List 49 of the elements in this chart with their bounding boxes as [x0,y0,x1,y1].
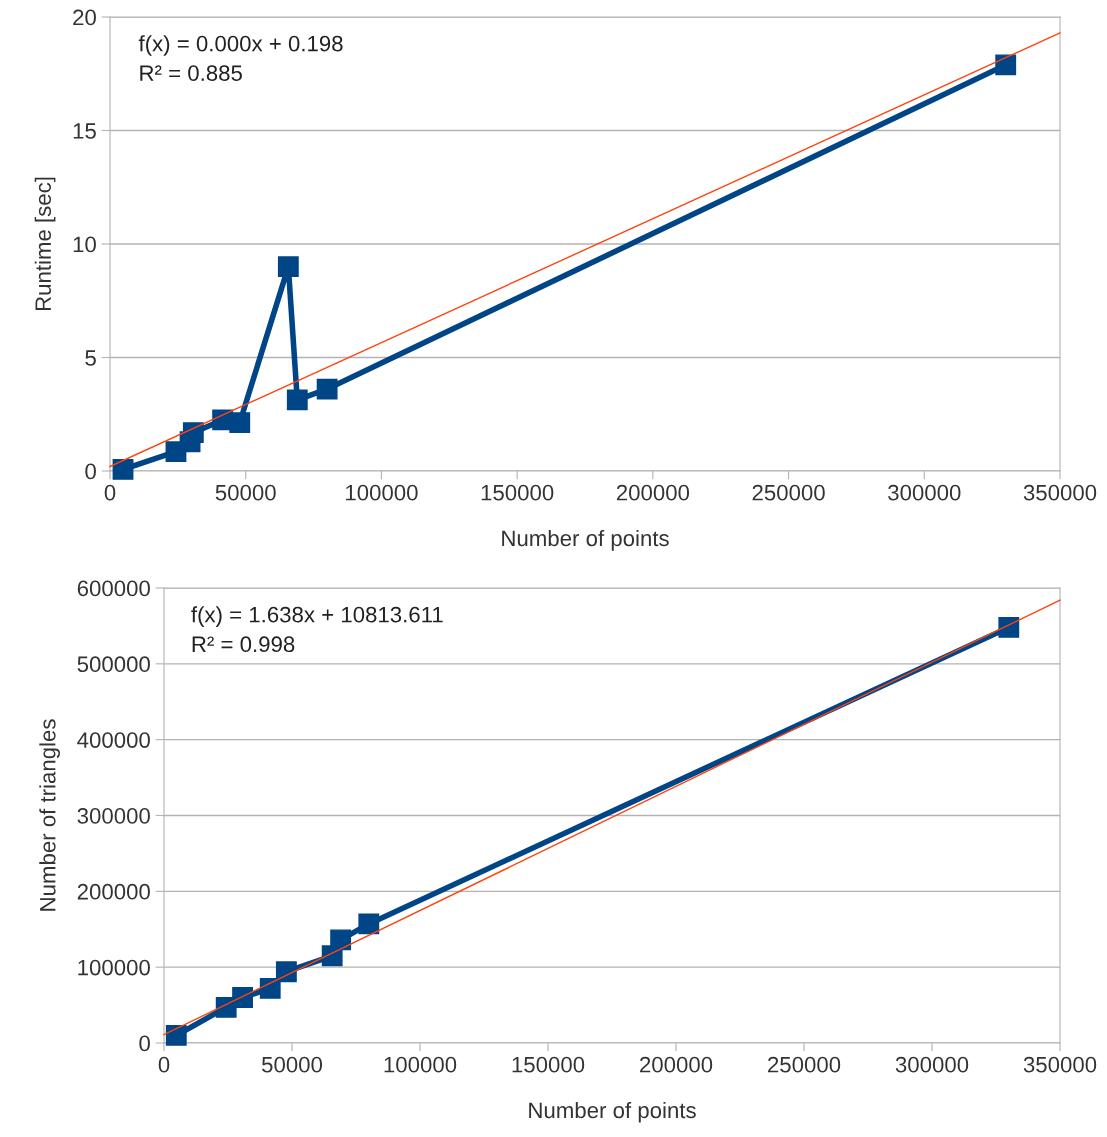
point [165,1024,187,1046]
x-tick-label: 150000 [512,1056,585,1073]
point [995,54,1017,76]
point [259,977,281,999]
point [275,961,297,983]
y-axis-title: Number of triangles [39,719,60,911]
y-tick-label: 300000 [77,808,150,824]
x-tick-label: 0 [158,1056,170,1073]
y-tick-label: 600000 [77,580,150,597]
y-tick-label: 400000 [77,732,150,748]
annotation: R² = 0.998 [192,636,295,653]
x-axis-title: Number of points [529,1101,696,1123]
y-tick-label: 15 [73,123,96,139]
annotation: R² = 0.885 [140,65,242,81]
point [232,987,254,1008]
y-tick-label: 500000 [77,656,150,673]
x-tick-label: 200000 [640,1056,713,1073]
point [182,422,204,444]
point [358,913,380,935]
point [112,458,134,480]
y-tick-label: 0 [139,1035,150,1052]
point [316,378,338,400]
x-tick-label: 100000 [346,484,418,501]
point [330,929,352,951]
point [229,412,251,434]
x-tick-label: 200000 [616,484,690,501]
y-tick-label: 200000 [77,883,150,900]
x-tick-label: 100000 [384,1056,457,1073]
x-tick-label: 350000 [1023,484,1097,501]
annotation: f(x) = 0.000x + 0.198 [138,35,343,56]
y-axis-title: Runtime [sec] [34,177,56,311]
y-tick-label: 20 [73,9,96,26]
x-axis-title: Number of points [502,529,669,551]
x-tick-label: 300000 [888,484,961,501]
y-tick-label: 0 [85,463,96,480]
annotation: f(x) = 1.638x + 10813.611 [191,606,443,627]
x-tick-label: 50000 [261,1056,323,1073]
y-tick-label: 100000 [78,959,150,976]
y-tick-label: 5 [85,350,96,366]
x-tick-label: 250000 [768,1056,841,1073]
x-tick-label: 300000 [895,1056,969,1073]
x-tick-label: 250000 [752,484,825,501]
x-tick-label: 150000 [481,484,554,501]
x-tick-label: 50000 [215,484,276,501]
x-tick-label: 350000 [1023,1056,1097,1073]
point [277,256,299,278]
point [998,617,1020,638]
y-tick-label: 10 [73,236,96,253]
point [286,389,308,411]
